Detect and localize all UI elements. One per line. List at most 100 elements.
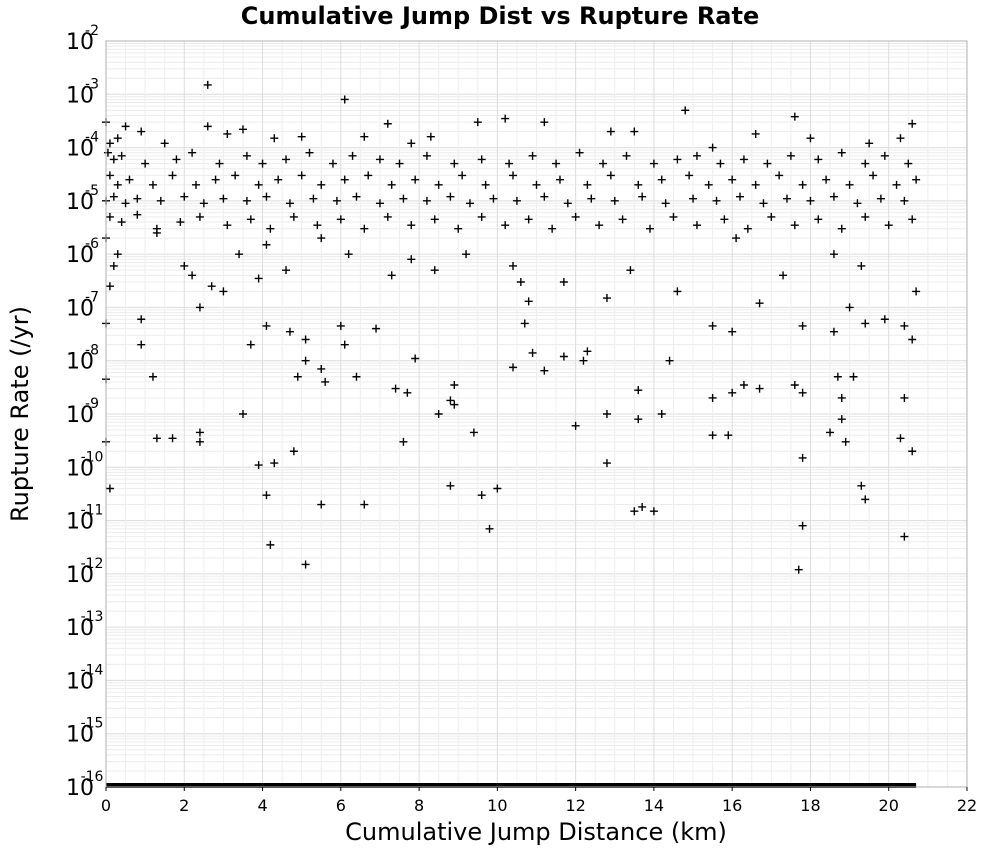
data-point xyxy=(113,180,122,189)
data-point xyxy=(779,271,788,280)
data-point xyxy=(383,119,392,128)
data-point xyxy=(798,180,807,189)
data-point xyxy=(837,224,846,233)
data-point xyxy=(137,315,146,324)
data-point xyxy=(661,199,670,208)
data-point xyxy=(105,212,114,221)
data-point xyxy=(606,127,615,136)
data-point xyxy=(477,212,486,221)
y-tick-label-exponent: -5 xyxy=(85,183,99,199)
y-tick-label-exponent: -6 xyxy=(85,236,99,252)
data-point xyxy=(270,459,279,468)
x-tick-label: 22 xyxy=(957,796,977,815)
x-tick-label: 20 xyxy=(879,796,899,815)
data-point xyxy=(188,271,197,280)
data-point xyxy=(751,180,760,189)
data-point xyxy=(207,282,216,291)
data-point xyxy=(649,159,658,168)
data-point xyxy=(618,215,627,224)
data-point xyxy=(728,388,737,397)
data-point xyxy=(360,224,369,233)
data-point xyxy=(195,428,204,437)
data-point xyxy=(829,192,838,201)
data-point xyxy=(595,221,604,230)
data-point xyxy=(137,127,146,136)
data-point xyxy=(105,171,114,180)
data-point xyxy=(383,212,392,221)
data-point xyxy=(790,112,799,121)
data-point xyxy=(532,180,541,189)
y-tick-label-base: 10 xyxy=(66,510,94,535)
data-point xyxy=(305,148,314,157)
scatter-points xyxy=(102,80,921,574)
data-point xyxy=(610,196,619,205)
data-point xyxy=(430,215,439,224)
data-point xyxy=(399,194,408,203)
data-point xyxy=(540,118,549,127)
data-point xyxy=(176,218,185,227)
data-point xyxy=(352,372,361,381)
data-point xyxy=(348,151,357,160)
data-point xyxy=(790,381,799,390)
y-tick-label-exponent: -10 xyxy=(81,449,104,465)
data-point xyxy=(728,175,737,184)
data-point xyxy=(857,261,866,270)
data-point xyxy=(548,224,557,233)
data-point xyxy=(266,224,275,233)
y-tick-label-exponent: -16 xyxy=(81,769,104,785)
data-point xyxy=(516,278,525,287)
data-point xyxy=(790,221,799,230)
data-point xyxy=(528,151,537,160)
data-point xyxy=(559,352,568,361)
data-point xyxy=(524,215,533,224)
x-tick-label: 14 xyxy=(644,796,664,815)
data-point xyxy=(317,364,326,373)
data-point xyxy=(692,151,701,160)
data-point xyxy=(133,210,142,219)
data-point xyxy=(203,122,212,131)
data-point xyxy=(755,299,764,308)
data-point xyxy=(626,266,635,275)
zero-rate-marker-band xyxy=(106,783,917,788)
data-point xyxy=(195,303,204,312)
data-point xyxy=(634,180,643,189)
data-point xyxy=(712,196,721,205)
data-point xyxy=(235,250,244,259)
y-tick-label-base: 10 xyxy=(66,190,94,215)
data-point xyxy=(896,434,905,443)
data-point xyxy=(285,199,294,208)
data-point xyxy=(223,221,232,230)
data-point xyxy=(681,106,690,115)
data-point xyxy=(434,180,443,189)
y-tick-label-base: 10 xyxy=(66,83,94,108)
data-point xyxy=(912,175,921,184)
data-point xyxy=(469,428,478,437)
y-tick-label-base: 10 xyxy=(66,616,94,641)
data-point xyxy=(223,129,232,138)
y-tick-label-base: 10 xyxy=(66,456,94,481)
data-point xyxy=(215,159,224,168)
x-tick-label: 10 xyxy=(487,796,507,815)
data-point xyxy=(246,215,255,224)
data-point xyxy=(450,381,459,390)
data-point xyxy=(109,155,118,164)
x-tick-label: 6 xyxy=(336,796,346,815)
data-point xyxy=(645,224,654,233)
data-point xyxy=(458,171,467,180)
data-point xyxy=(289,447,298,456)
data-point xyxy=(638,192,647,201)
y-tick-label-base: 10 xyxy=(66,776,94,801)
data-point xyxy=(282,155,291,164)
y-tick-label-exponent: -13 xyxy=(81,609,104,625)
data-point xyxy=(896,134,905,143)
y-tick-label-base: 10 xyxy=(66,723,94,748)
data-point xyxy=(673,155,682,164)
data-point xyxy=(900,532,909,541)
data-point xyxy=(602,294,611,303)
data-point xyxy=(826,428,835,437)
data-point xyxy=(575,148,584,157)
data-point xyxy=(908,119,917,128)
data-point xyxy=(360,132,369,141)
data-point xyxy=(446,396,455,405)
data-point xyxy=(900,321,909,330)
